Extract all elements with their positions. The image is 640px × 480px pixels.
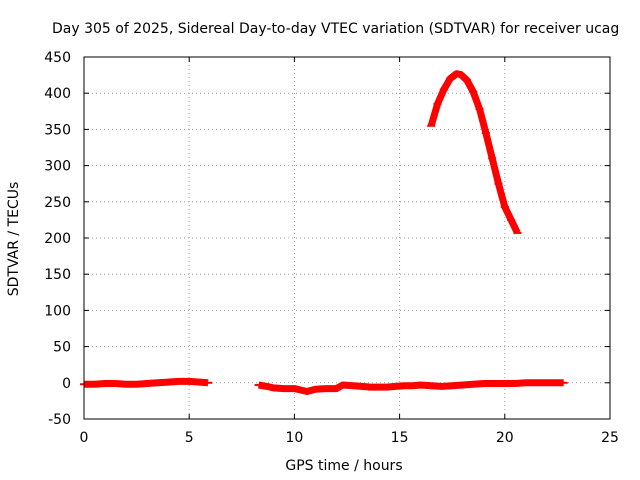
series-1 bbox=[80, 377, 213, 388]
x-axis-title: GPS time / hours bbox=[285, 458, 402, 474]
series-2 bbox=[254, 379, 568, 395]
y-tick-label: 400 bbox=[44, 86, 71, 102]
y-tick-label: 250 bbox=[44, 195, 71, 211]
y-tick-labels: -50 0 50 100 150 200 250 300 350 400 450 bbox=[44, 50, 71, 428]
y-tick-label: 300 bbox=[44, 159, 71, 175]
x-tick-label: 20 bbox=[496, 430, 514, 446]
plot-frame bbox=[83, 56, 611, 420]
y-tick-label: 350 bbox=[44, 122, 71, 138]
x-tick-label: 0 bbox=[80, 430, 89, 446]
data-series bbox=[80, 70, 568, 395]
x-tick-label: 15 bbox=[391, 430, 409, 446]
y-tick-label: -50 bbox=[48, 412, 71, 428]
y-tick-label: 450 bbox=[44, 50, 71, 66]
series-3 bbox=[427, 70, 522, 235]
x-tick-label: 5 bbox=[185, 430, 194, 446]
chart-title: Day 305 of 2025, Sidereal Day-to-day VTE… bbox=[52, 21, 619, 37]
y-tick-label: 150 bbox=[44, 267, 71, 283]
x-tick-label: 10 bbox=[285, 430, 303, 446]
y-tick-label: 200 bbox=[44, 231, 71, 247]
grid-lines bbox=[84, 57, 610, 419]
axis-ticks bbox=[83, 56, 611, 420]
y-tick-label: 50 bbox=[53, 340, 71, 356]
y-tick-label: 0 bbox=[62, 376, 71, 392]
x-tick-label: 25 bbox=[601, 430, 619, 446]
y-tick-label: 100 bbox=[44, 303, 71, 319]
y-axis-title: SDTVAR / TECUs bbox=[6, 182, 22, 297]
x-tick-labels: 0 5 10 15 20 25 bbox=[80, 430, 619, 446]
